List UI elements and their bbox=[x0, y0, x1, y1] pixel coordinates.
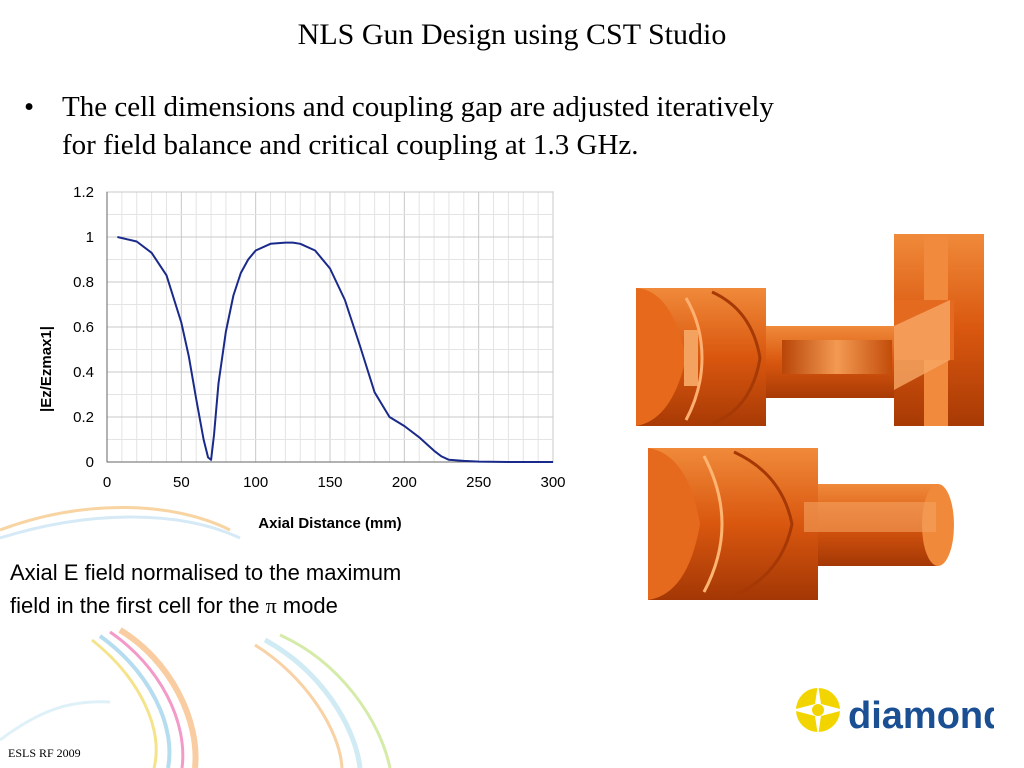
logo-text: diamond bbox=[848, 695, 994, 737]
bullet-marker: • bbox=[24, 91, 35, 123]
figure-caption: Axial E field normalised to the maximum … bbox=[10, 556, 550, 622]
slide-title: NLS Gun Design using CST Studio bbox=[297, 18, 727, 51]
gun-cavity-exterior-image bbox=[648, 448, 954, 600]
bullet-line-1: The cell dimensions and coupling gap are… bbox=[62, 91, 774, 123]
y-tick-label: 1 bbox=[86, 229, 94, 246]
chart-tick-labels: 0 50 100 150 200 250 300 0 0.2 0.4 0.6 0.8 1 1.2 bbox=[73, 184, 565, 491]
y-tick-label: 1.2 bbox=[73, 184, 94, 201]
x-tick-label: 200 bbox=[392, 474, 417, 491]
x-tick-label: 0 bbox=[103, 474, 111, 491]
x-tick-label: 100 bbox=[243, 474, 268, 491]
gun-cavity-cutaway-image bbox=[636, 234, 984, 426]
y-axis-label: |Ez/Ezmax1| bbox=[38, 326, 55, 412]
footer-text: ESLS RF 2009 bbox=[8, 746, 81, 760]
x-tick-label: 300 bbox=[540, 474, 565, 491]
bullet-text: The cell dimensions and coupling gap are… bbox=[62, 88, 924, 164]
x-axis-label: Axial Distance (mm) bbox=[258, 515, 401, 532]
chart-grid bbox=[106, 191, 554, 463]
x-tick-label: 250 bbox=[466, 474, 491, 491]
caption-line-2-prefix: field in the first cell for the bbox=[10, 593, 266, 618]
diamond-logo: diamond bbox=[784, 676, 1006, 756]
y-tick-label: 0.4 bbox=[73, 364, 94, 381]
y-tick-label: 0 bbox=[86, 454, 94, 471]
logo-graphic: diamond bbox=[792, 684, 1006, 737]
bullet-point: • The cell dimensions and coupling gap a… bbox=[24, 88, 924, 164]
bullet-line-2: for field balance and critical coupling … bbox=[62, 129, 639, 161]
caption-line-2-suffix: mode bbox=[276, 593, 338, 618]
y-tick-label: 0.6 bbox=[73, 319, 94, 336]
y-tick-label: 0.2 bbox=[73, 409, 94, 426]
x-tick-label: 150 bbox=[317, 474, 342, 491]
caption-line-1: Axial E field normalised to the maximum bbox=[10, 560, 402, 585]
x-tick-label: 50 bbox=[173, 474, 190, 491]
axial-field-chart: 0 50 100 150 200 250 300 0 0.2 0.4 0.6 0.8 1 1.2 Axia… bbox=[38, 184, 566, 532]
field-line-series bbox=[117, 236, 553, 463]
pi-symbol: π bbox=[265, 593, 277, 618]
y-tick-label: 0.8 bbox=[73, 274, 94, 291]
